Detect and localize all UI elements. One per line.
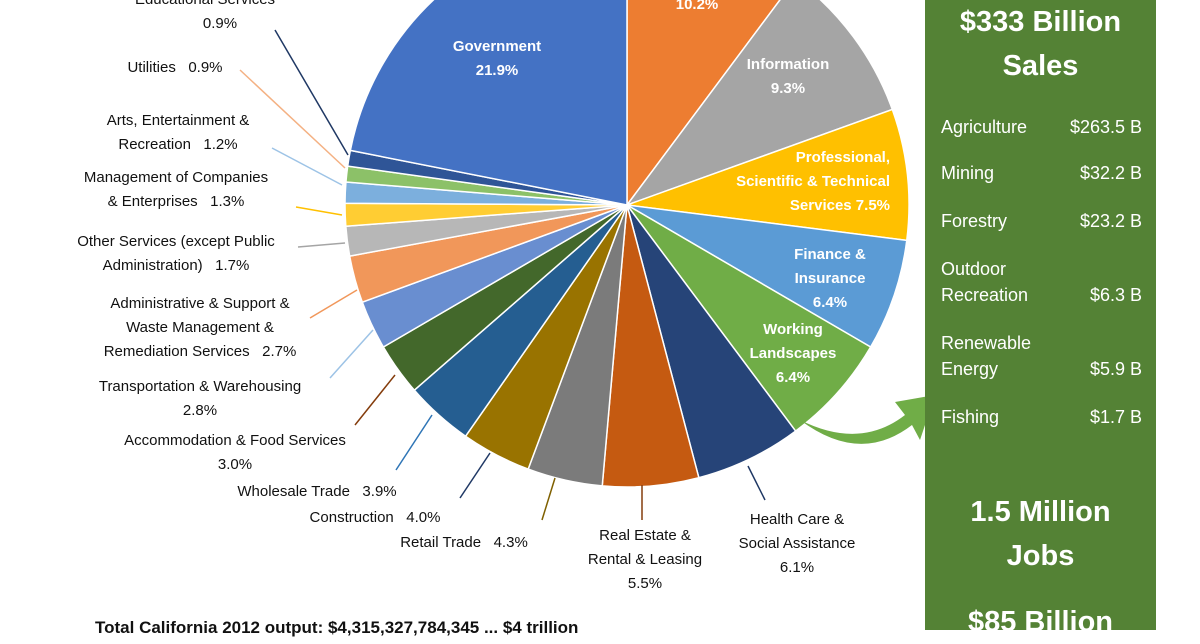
- label-wholesale: Wholesale Trade 3.9%: [237, 483, 397, 500]
- label-line: Arts, Entertainment &: [106, 112, 250, 129]
- leader-construction: [459, 452, 491, 499]
- label-health-care: Health Care & Social Assistance 6.1%: [739, 508, 856, 580]
- label-line: Administrative & Support &: [110, 295, 290, 312]
- label-manufacturing: 10.2%: [675, 0, 719, 13]
- third-title: $85 Billion: [967, 606, 1114, 638]
- panel-row: Forestry $23.2 B: [941, 208, 1142, 234]
- row-value: $32.2 B: [1079, 163, 1142, 183]
- leader-arts: [271, 147, 343, 186]
- label-construction: Construction 4.0%: [309, 509, 441, 526]
- pie-slice-working-landscapes: [626, 204, 872, 433]
- pie-slice-government: [349, 0, 628, 206]
- label-government: Government 21.9%: [453, 35, 541, 83]
- label-line: Scientific & Technical: [736, 173, 890, 190]
- label-line: 0.9%: [202, 15, 238, 32]
- leader-health: [747, 465, 766, 501]
- footer-total: Total California 2012 output: $4,315,327…: [95, 618, 579, 637]
- title-line: Sales: [1002, 50, 1079, 82]
- label-line: Social Assistance: [738, 535, 856, 552]
- label-line: Management of Companies: [83, 169, 269, 186]
- row-name: Fishing: [941, 407, 1000, 427]
- label-line: Educational Services: [135, 0, 275, 8]
- label-line: Accommodation & Food Services: [124, 432, 346, 449]
- label-management: Management of Companies & Enterprises 1.3…: [84, 166, 268, 214]
- label-line: 5.5%: [627, 575, 663, 592]
- pie-slice-professional-scientific-technical-services: [626, 108, 910, 242]
- row-name: Outdoor Recreation: [941, 259, 1029, 305]
- label-other-services: Other Services (except Public Administrat…: [77, 230, 275, 278]
- panel-row: Renewable Energy $5.9 B: [941, 330, 1142, 382]
- leader-transport: [329, 329, 374, 379]
- green-arrow: [800, 395, 935, 444]
- row-name: Agriculture: [941, 117, 1028, 137]
- title-line: $333 Billion: [959, 6, 1122, 38]
- sales-title: $333 Billion Sales: [925, 0, 1156, 88]
- pie-slice-information: [624, 0, 894, 207]
- leader-management: [295, 206, 343, 216]
- panel-row: Outdoor Recreation $6.3 B: [941, 256, 1142, 308]
- label-line: Government: [452, 38, 542, 55]
- label-line: Remediation Services 2.7%: [103, 343, 297, 360]
- row-name: Renewable Energy: [941, 333, 1032, 379]
- leader-admin: [309, 289, 358, 319]
- row-value: $23.2 B: [1079, 211, 1142, 231]
- label-line: Finance &: [794, 246, 866, 263]
- label-line: 2.8%: [182, 402, 218, 419]
- working-landscapes-panel: $333 Billion Sales Agriculture $263.5 B Mi…: [925, 0, 1156, 638]
- label-educational: Educational Services 0.9%: [135, 0, 275, 36]
- label-line: 6.4%: [812, 294, 848, 311]
- label-line: Landscapes: [749, 345, 837, 362]
- row-value: $5.9 B: [1089, 359, 1142, 379]
- pie-chart: [239, 0, 935, 521]
- jobs-title: 1.5 Million Jobs: [925, 490, 1156, 578]
- label-information: Information 9.3%: [747, 53, 830, 101]
- label-line: Other Services (except Public: [77, 233, 275, 250]
- panel-row: Agriculture $263.5 B: [941, 114, 1142, 140]
- label-transportation: Transportation & Warehousing 2.8%: [99, 375, 301, 423]
- label-line: Information: [746, 56, 830, 73]
- label-line: 6.4%: [775, 369, 811, 386]
- label-utilities: Utilities 0.9%: [127, 59, 223, 76]
- row-value: $263.5 B: [1069, 117, 1142, 137]
- label-line: Administration) 1.7%: [102, 257, 250, 274]
- label-line: & Enterprises 1.3%: [107, 193, 245, 210]
- panel-row: Fishing $1.7 B: [941, 404, 1142, 430]
- leader-other: [297, 242, 346, 248]
- label-line: 21.9%: [475, 62, 519, 79]
- label-finance: Finance & Insurance 6.4%: [794, 243, 866, 315]
- panel-row: Mining $32.2 B: [941, 160, 1142, 186]
- leader-utilities: [239, 69, 346, 169]
- label-line: Health Care &: [749, 511, 845, 528]
- pie-slice-finance-insurance: [626, 204, 908, 349]
- label-line: Services 7.5%: [789, 197, 890, 214]
- label-line: 6.1%: [779, 559, 815, 576]
- leader-accommodation: [354, 374, 396, 426]
- label-arts: Arts, Entertainment & Recreation 1.2%: [107, 109, 250, 157]
- leader-educational: [274, 29, 349, 156]
- row-name: Mining: [941, 163, 995, 183]
- label-accommodation: Accommodation & Food Services 3.0%: [124, 429, 346, 477]
- label-line: 3.0%: [217, 456, 253, 473]
- leader-retail: [541, 477, 556, 521]
- title-line: Jobs: [1006, 540, 1075, 572]
- row-value: $6.3 B: [1089, 285, 1142, 305]
- leader-wholesale: [395, 414, 433, 471]
- label-line: Real Estate &: [599, 527, 691, 544]
- row-name: Forestry: [941, 211, 1008, 231]
- label-administrative: Administrative & Support & Waste Manageme…: [104, 292, 297, 364]
- label-line: Working: [763, 321, 823, 338]
- label-real-estate: Real Estate & Rental & Leasing 5.5%: [588, 524, 702, 596]
- label-line: 9.3%: [770, 80, 806, 97]
- label-working-landscapes: Working Landscapes 6.4%: [750, 318, 837, 390]
- label-professional: Professional, Scientific & Technical Servi…: [736, 146, 890, 218]
- label-line: Transportation & Warehousing: [98, 378, 302, 395]
- label-line: Waste Management &: [126, 319, 274, 336]
- label-line: Rental & Leasing: [587, 551, 703, 568]
- label-line: Professional,: [795, 149, 890, 166]
- title-line: 1.5 Million: [970, 496, 1111, 528]
- label-line: Insurance: [794, 270, 866, 287]
- row-value: $1.7 B: [1089, 407, 1142, 427]
- label-retail: Retail Trade 4.3%: [400, 534, 528, 551]
- label-line: Recreation 1.2%: [118, 136, 238, 153]
